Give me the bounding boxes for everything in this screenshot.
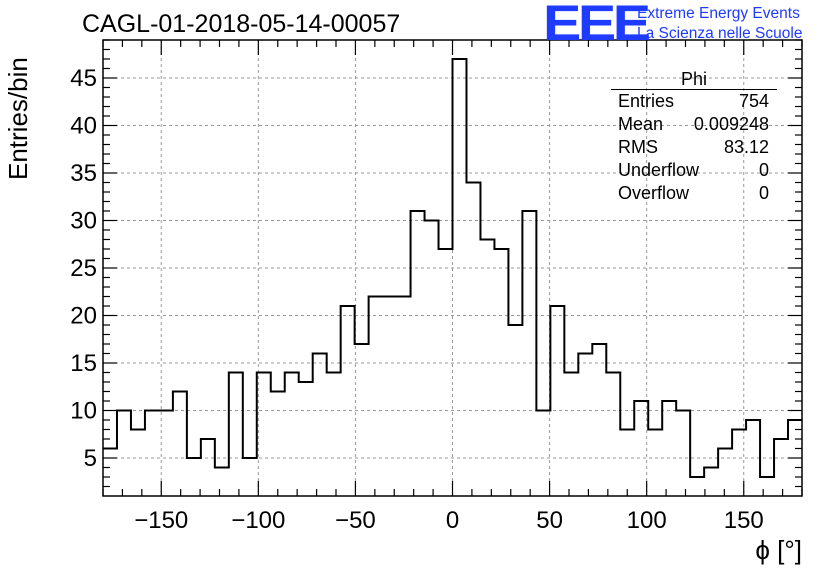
axis-tick-labels: −150 −100 −50 0 50 100 150 5 10 15 20 25 30 35 40 45 [70, 65, 763, 534]
logo-caption: Extreme Energy Events La Scienza nelle S… [637, 4, 802, 44]
stats-value: 0 [758, 160, 769, 180]
eee-logo: EEE [543, 0, 651, 51]
y-axis-label: Entries/bin [3, 57, 33, 180]
x-tick-label: −150 [134, 507, 188, 534]
stats-label: Overflow [618, 183, 690, 203]
stats-value: 754 [738, 91, 769, 111]
stats-label: Entries [618, 91, 675, 111]
stats-label: Mean [618, 114, 664, 134]
stats-row-underflow: Underflow 0 [611, 159, 777, 182]
x-tick-label: 150 [724, 507, 764, 534]
logo-caption-line1: Extreme Energy Events [637, 5, 800, 22]
x-tick-label: 50 [536, 507, 563, 534]
y-tick-label: 45 [70, 65, 97, 92]
y-tick-label: 30 [70, 208, 97, 235]
stats-value: 0 [758, 183, 769, 203]
stats-label: RMS [618, 137, 658, 157]
stats-row-mean: Mean 0.009248 [611, 113, 777, 136]
x-tick-label: −50 [335, 507, 376, 534]
stats-row-overflow: Overflow 0 [611, 182, 777, 205]
stats-label: Underflow [618, 160, 700, 180]
y-tick-label: 10 [70, 398, 97, 425]
stats-title: Phi [611, 69, 777, 90]
y-tick-label: 15 [70, 350, 97, 377]
y-tick-label: 35 [70, 160, 97, 187]
stats-value: 83.12 [723, 137, 769, 157]
stats-row-rms: RMS 83.12 [611, 136, 777, 159]
y-tick-label: 5 [84, 445, 97, 472]
y-tick-label: 25 [70, 255, 97, 282]
x-tick-label: −100 [231, 507, 285, 534]
x-tick-label: 100 [627, 507, 667, 534]
x-axis-label: ϕ [°] [755, 535, 802, 565]
axis-ticks [102, 39, 803, 496]
stats-value: 0.009248 [693, 114, 769, 134]
stats-box: Phi Entries 754 Mean 0.009248 RMS 83.12 … [611, 69, 777, 205]
y-tick-label: 40 [70, 113, 97, 140]
x-tick-label: 0 [446, 507, 459, 534]
run-title: CAGL-01-2018-05-14-00057 [82, 10, 401, 38]
logo-caption-line2: La Scienza nelle Scuole [637, 25, 803, 42]
stats-row-entries: Entries 754 [611, 90, 777, 113]
histogram-series [103, 58, 802, 478]
y-tick-label: 20 [70, 303, 97, 330]
